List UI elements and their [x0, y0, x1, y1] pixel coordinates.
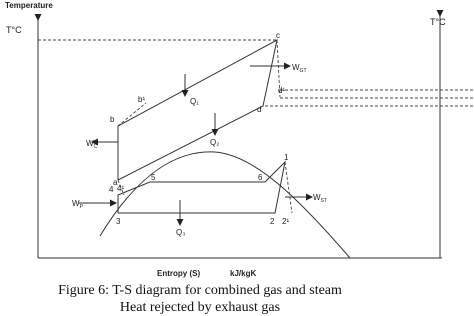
x-title: Entropy (S): [157, 269, 200, 278]
axes: [34, 10, 444, 259]
work-subscript: ST: [321, 198, 327, 204]
y-unit: T°C: [6, 25, 22, 35]
point-label: d: [257, 105, 261, 114]
heat-label: Q₁: [190, 97, 199, 106]
y-unit: T°C: [430, 17, 446, 27]
point-label: 4¹: [117, 184, 124, 193]
point-label: d¹: [278, 86, 285, 95]
y-title: Temperature: [5, 1, 53, 10]
work-symbol: W: [313, 193, 321, 202]
work-label: WP: [72, 199, 84, 210]
work-label: WGT: [292, 63, 307, 74]
steam-cycle: [99, 151, 351, 259]
dashed-guides: [38, 39, 474, 214]
caption: Heat rejected by exhaust gas: [120, 300, 280, 315]
work-subscript: GT: [300, 68, 307, 74]
work-label: WC: [86, 139, 98, 150]
point-label: 6: [258, 173, 263, 182]
point-label: 3: [116, 217, 121, 226]
work-subscript: C: [94, 144, 98, 150]
point-label: b: [110, 115, 115, 124]
point-label: 1: [284, 153, 289, 162]
work-subscript: P: [80, 204, 84, 210]
point-label: 2¹: [282, 217, 289, 226]
caption: Figure 6: T-S diagram for combined gas a…: [58, 283, 342, 298]
gas-cycle: [117, 39, 278, 181]
work-label: WST: [313, 193, 327, 204]
point-label: b¹: [138, 95, 145, 104]
work-symbol: W: [292, 63, 300, 72]
x-unit: kJ/kgK: [230, 269, 256, 278]
work-symbol: W: [72, 199, 80, 208]
work-symbol: W: [86, 139, 94, 148]
heat-label: Q₃: [176, 228, 185, 237]
point-label: 5: [151, 173, 156, 182]
point-label: 2: [270, 217, 275, 226]
heat-label: Q₂: [210, 138, 219, 147]
point-label: 4: [109, 185, 114, 194]
arrows: [78, 62, 313, 226]
point-label: c: [276, 31, 280, 40]
point-label: a: [113, 178, 118, 187]
